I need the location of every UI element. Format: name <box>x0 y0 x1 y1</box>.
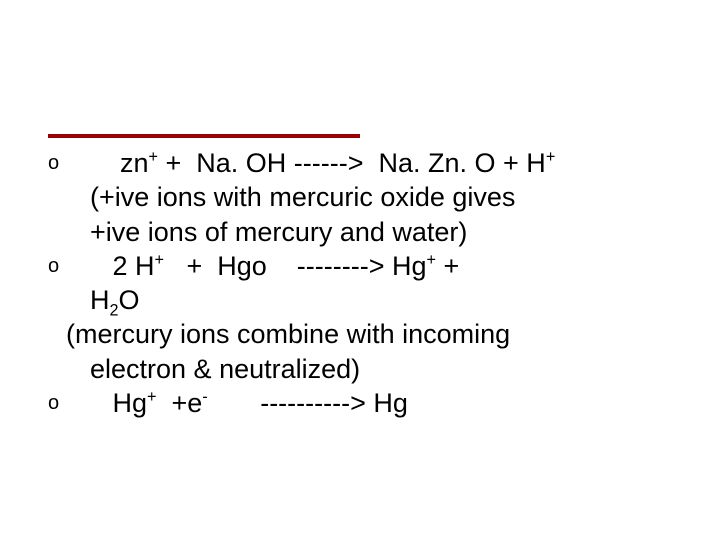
body-text: +ive ions of mercury and water) <box>90 215 672 249</box>
body-text: electron & neutralized) <box>48 352 672 386</box>
bullet-marker: o <box>48 146 90 249</box>
content-block: o zn+ + Na. OH ------> Na. Zn. O + H+(+i… <box>48 146 672 420</box>
bullet-marker: o <box>48 249 90 318</box>
ruler-accent <box>48 134 360 138</box>
body-text: (mercury ions combine with incoming <box>48 317 672 351</box>
body-text: zn+ + Na. OH ------> Na. Zn. O + H+ <box>90 146 672 180</box>
body-text: Hg+ +e- ----------> Hg <box>90 386 672 420</box>
body-text: 2 H+ + Hgo --------> Hg+ + <box>90 249 672 283</box>
body-text: H2O <box>90 283 672 317</box>
bullet-item: o 2 H+ + Hgo --------> Hg+ +H2O <box>48 249 672 318</box>
bullet-text: zn+ + Na. OH ------> Na. Zn. O + H+(+ive… <box>90 146 672 249</box>
bullet-marker: o <box>48 386 90 420</box>
slide: o zn+ + Na. OH ------> Na. Zn. O + H+(+i… <box>0 0 720 540</box>
bullet-text: 2 H+ + Hgo --------> Hg+ +H2O <box>90 249 672 318</box>
bullet-item: o Hg+ +e- ----------> Hg <box>48 386 672 420</box>
body-text: (+ive ions with mercuric oxide gives <box>90 180 672 214</box>
bullet-item: o zn+ + Na. OH ------> Na. Zn. O + H+(+i… <box>48 146 672 249</box>
bullet-text: Hg+ +e- ----------> Hg <box>90 386 672 420</box>
